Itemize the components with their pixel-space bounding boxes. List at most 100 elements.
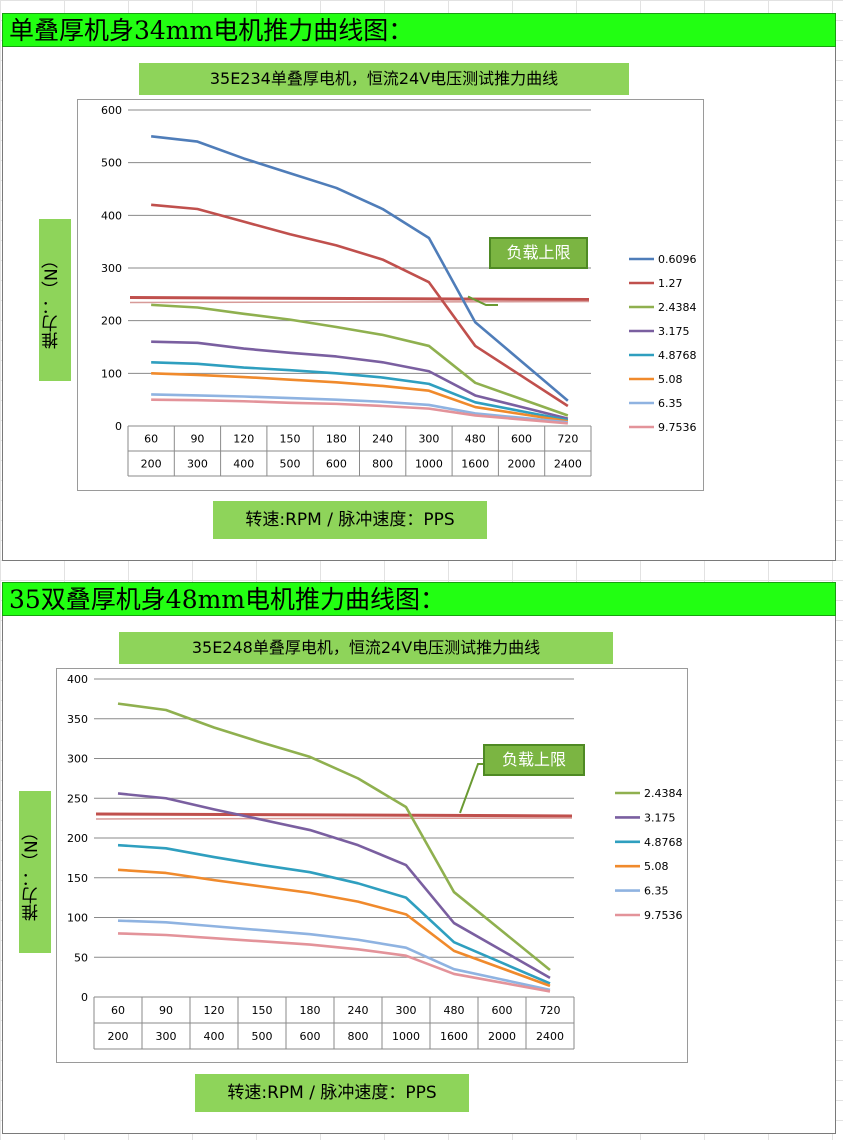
y-tick-label: 400: [67, 673, 88, 686]
x-axis-label-48mm: 转速:RPM / 脉冲速度：PPS: [195, 1074, 469, 1112]
y-axis-label-34mm: 推力：（N）: [39, 219, 71, 381]
x-tick-label-rpm: 90: [159, 1004, 173, 1017]
series-line-0.6096: [151, 135, 569, 402]
x-tick-label-pps: 800: [372, 458, 393, 471]
x-tick-label-rpm: 60: [144, 433, 158, 446]
legend-label: 4.8768: [644, 836, 683, 849]
load-limit-callout-34mm: 负载上限: [489, 237, 588, 269]
y-tick-label: 400: [101, 209, 122, 222]
legend-label: 3.175: [658, 325, 690, 338]
series-line-5.08: [151, 372, 569, 423]
x-tick-label-pps: 300: [187, 458, 208, 471]
chart-area-34mm: 0 100 200 300 400 500 600 60 90 120 150 180 240 300 48…: [77, 99, 704, 491]
x-tick-label-rpm: 180: [326, 433, 347, 446]
x-tick-label-rpm: 480: [444, 1004, 465, 1017]
x-tick-label-pps: 600: [326, 458, 347, 471]
thrust-chart-34mm-svg: 0 100 200 300 400 500 600 60 90 120 150 180 240 300 48…: [101, 104, 697, 477]
x-tick-label-rpm: 90: [190, 433, 204, 446]
y-tick-label: 600: [101, 104, 122, 117]
x-tick-label-pps: 1000: [392, 1030, 420, 1043]
x-tick-label-rpm: 720: [557, 433, 578, 446]
chart-panel-48mm: 0 50 100 150 200 250 300 350 400 60 90 120 150 180 240…: [2, 616, 836, 1134]
x-tick-label-pps: 2000: [508, 458, 536, 471]
x-tick-label-rpm: 60: [111, 1004, 125, 1017]
x-tick-label-pps: 1600: [440, 1030, 468, 1043]
load-limit-callout-pointer: [467, 295, 498, 306]
load-limit-line-shadow: [129, 300, 590, 304]
chart-title-34mm: 35E234单叠厚电机，恒流24V电压测试推力曲线: [139, 63, 629, 95]
y-axis-label-48mm: 推力：（N）: [19, 791, 51, 953]
x-tick-label-pps: 400: [233, 458, 254, 471]
x-tick-label-rpm: 600: [511, 433, 532, 446]
legend-label: 6.35: [644, 885, 669, 898]
thrust-chart-48mm-svg: 0 50 100 150 200 250 300 350 400 60 90 120 150 180 240…: [67, 673, 683, 1050]
y-tick-label: 300: [67, 753, 88, 766]
legend-label: 4.8768: [658, 349, 697, 362]
series-line-5.08: [117, 868, 551, 988]
x-tick-label-pps: 1000: [415, 458, 443, 471]
x-tick-label-pps: 300: [156, 1030, 177, 1043]
x-tick-label-pps: 1600: [461, 458, 489, 471]
series-line-6.35: [117, 919, 551, 992]
load-limit-callout-48mm: 负载上限: [483, 744, 585, 776]
series-line-4.8768: [151, 360, 569, 422]
x-tick-label-pps: 400: [204, 1030, 225, 1043]
x-tick-label-rpm: 720: [540, 1004, 561, 1017]
legend-label: 2.4384: [658, 301, 697, 314]
legend-label: 9.7536: [644, 909, 683, 922]
series-line-2.4384: [151, 303, 569, 417]
x-tick-label-pps: 200: [141, 458, 162, 471]
y-tick-label: 100: [101, 367, 122, 380]
legend-label: 1.27: [658, 277, 683, 290]
x-axis-label-34mm: 转速:RPM / 脉冲速度：PPS: [213, 501, 487, 539]
x-tick-label-rpm: 240: [348, 1004, 369, 1017]
series-line-3.175: [151, 340, 569, 420]
series-line-2.4384: [117, 702, 551, 971]
x-tick-label-rpm: 150: [252, 1004, 273, 1017]
y-tick-label: 250: [67, 792, 88, 805]
x-tick-label-rpm: 180: [300, 1004, 321, 1017]
x-tick-label-rpm: 300: [418, 433, 439, 446]
chart-title-48mm: 35E248单叠厚电机，恒流24V电压测试推力曲线: [119, 632, 613, 664]
legend-label: 2.4384: [644, 787, 683, 800]
y-tick-label: 500: [101, 157, 122, 170]
y-tick-label: 200: [67, 832, 88, 845]
legend-label: 5.08: [644, 860, 669, 873]
section-header-48mm: 35双叠厚机身48mm电机推力曲线图：: [2, 582, 836, 616]
legend-label: 6.35: [658, 397, 683, 410]
section-header-34mm: 单叠厚机身34mm电机推力曲线图：: [2, 13, 836, 47]
series-line-9.7536: [117, 932, 551, 993]
load-limit-line: [129, 296, 590, 302]
y-tick-label: 100: [67, 912, 88, 925]
y-tick-label: 200: [101, 315, 122, 328]
series-line-3.175: [117, 792, 551, 980]
x-tick-label-rpm: 600: [492, 1004, 513, 1017]
x-tick-label-pps: 500: [252, 1030, 273, 1043]
y-tick-label: 300: [101, 262, 122, 275]
x-tick-label-pps: 2400: [554, 458, 582, 471]
series-line-1.27: [151, 203, 569, 408]
y-tick-label: 0: [81, 991, 88, 1004]
legend-label: 3.175: [644, 811, 676, 824]
x-tick-label-rpm: 300: [396, 1004, 417, 1017]
y-tick-label: 350: [67, 713, 88, 726]
series-line-6.35: [151, 393, 568, 424]
y-tick-label: 150: [67, 872, 88, 885]
x-tick-label-pps: 2400: [536, 1030, 564, 1043]
legend-label: 5.08: [658, 373, 683, 386]
x-tick-label-rpm: 120: [233, 433, 254, 446]
chart-area-48mm: 0 50 100 150 200 250 300 350 400 60 90 120 150 180 240…: [56, 668, 688, 1063]
chart-panel-34mm: 0 100 200 300 400 500 600 60 90 120 150 180 240 300 48…: [2, 47, 836, 561]
x-tick-label-pps: 500: [280, 458, 301, 471]
x-tick-label-pps: 600: [300, 1030, 321, 1043]
x-tick-label-rpm: 240: [372, 433, 393, 446]
legend-label: 9.7536: [658, 421, 697, 434]
load-limit-line-shadow: [95, 817, 573, 820]
x-tick-label-rpm: 480: [465, 433, 486, 446]
x-tick-label-rpm: 120: [204, 1004, 225, 1017]
x-tick-label-pps: 200: [108, 1030, 129, 1043]
x-tick-label-pps: 800: [348, 1030, 369, 1043]
y-tick-label: 0: [115, 420, 122, 433]
x-tick-label-rpm: 150: [280, 433, 301, 446]
legend-label: 0.6096: [658, 253, 697, 266]
